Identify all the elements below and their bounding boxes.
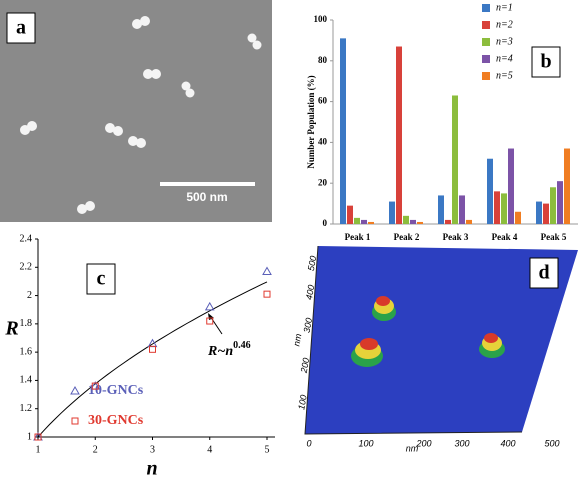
- bar: [536, 202, 542, 224]
- bar: [368, 222, 374, 224]
- x-axis-label: n: [146, 458, 157, 477]
- x-tick-label: Peak 1: [345, 232, 371, 242]
- annotation-exponent: 0.46: [233, 340, 251, 351]
- legend-label: n=5: [496, 70, 513, 81]
- fit-curve: [38, 282, 267, 437]
- legend-swatch: [482, 55, 490, 63]
- y-tick-label: 100: [314, 14, 328, 24]
- bar: [340, 38, 346, 224]
- annotation: R~n0.46: [207, 340, 251, 359]
- legend-label: 30-GNCs: [88, 413, 144, 428]
- bar: [403, 216, 409, 224]
- x-tick-label: 3: [150, 444, 155, 455]
- bar: [459, 195, 465, 224]
- panel-label: c: [97, 268, 106, 290]
- bar: [550, 187, 556, 224]
- panel-label: b: [540, 51, 551, 73]
- bar: [508, 149, 514, 224]
- bar: [389, 202, 395, 224]
- x-tick-label: 1: [36, 444, 41, 455]
- bar: [445, 220, 451, 224]
- figure: a 500 nm d 0100200300400500nm10020030040…: [0, 0, 578, 477]
- x-tick-label: Peak 4: [492, 232, 518, 242]
- y-tick-label: 1.8: [20, 318, 33, 329]
- y-tick-label: 2.2: [20, 262, 33, 273]
- scale-bar-label: 500 nm: [186, 190, 227, 204]
- y-tick-label: 0: [323, 218, 328, 228]
- y-axis-label: R: [4, 318, 18, 340]
- annotation-text: R~n: [207, 344, 233, 359]
- afm-x-tick: 300: [454, 438, 469, 448]
- x-tick-label: 5: [265, 444, 270, 455]
- point: [264, 291, 270, 297]
- legend-swatch: [482, 38, 490, 46]
- legend-swatch: [482, 72, 490, 80]
- bar: [410, 220, 416, 224]
- y-tick-label: 1.4: [20, 375, 33, 386]
- bar: [417, 222, 423, 224]
- legend-label: n=4: [496, 53, 513, 64]
- bar: [515, 212, 521, 224]
- scale-bar: [160, 182, 255, 186]
- legend-swatch: [482, 4, 490, 12]
- y-tick-label: 2.4: [20, 233, 33, 244]
- point: [263, 268, 271, 275]
- bar: [347, 206, 353, 224]
- bar: [564, 149, 570, 224]
- afm-x-tick: 100: [358, 438, 373, 448]
- afm-x-tick: 500: [544, 438, 559, 448]
- x-tick-label: Peak 3: [443, 232, 469, 242]
- legend-label: n=2: [496, 19, 513, 30]
- sem-image: [0, 0, 272, 222]
- bar: [501, 193, 507, 224]
- bar: [452, 95, 458, 224]
- legend-label: n=1: [496, 2, 513, 13]
- x-tick-label: Peak 2: [394, 232, 420, 242]
- x-tick-label: Peak 5: [541, 232, 567, 242]
- afm-x-unit: nm: [406, 443, 419, 453]
- point: [150, 346, 156, 352]
- y-tick-label: 20: [318, 177, 328, 187]
- panel-a: a 500 nm: [0, 0, 272, 222]
- bar: [466, 220, 472, 224]
- afm-x-tick: 0: [306, 438, 311, 448]
- bar: [361, 220, 367, 224]
- x-tick-label: 4: [207, 444, 212, 455]
- afm-y-unit: nm: [291, 332, 303, 347]
- bar: [487, 159, 493, 224]
- y-tick-label: 2: [27, 290, 32, 301]
- y-tick-label: 60: [318, 96, 328, 106]
- bar: [354, 218, 360, 224]
- legend-label: n=3: [496, 36, 513, 47]
- y-tick-label: 40: [318, 136, 328, 146]
- bar: [396, 47, 402, 224]
- legend-marker: [71, 387, 79, 394]
- bar: [543, 204, 549, 224]
- afm-x-tick: 400: [500, 438, 515, 448]
- panel-label: a: [16, 17, 26, 39]
- y-tick-label: 1.2: [20, 403, 33, 414]
- bar: [494, 191, 500, 224]
- y-tick-label: 1.6: [20, 346, 33, 357]
- panel-label: d: [538, 262, 549, 284]
- legend-marker: [72, 418, 78, 424]
- y-tick-label: 80: [318, 55, 328, 65]
- legend-swatch: [482, 21, 490, 29]
- y-axis-label: Number Population (%): [306, 75, 316, 168]
- y-tick-label: 1: [27, 431, 32, 442]
- x-tick-label: 2: [93, 444, 98, 455]
- bar: [557, 181, 563, 224]
- legend-label: 10-GNCs: [88, 383, 144, 398]
- bar: [438, 195, 444, 224]
